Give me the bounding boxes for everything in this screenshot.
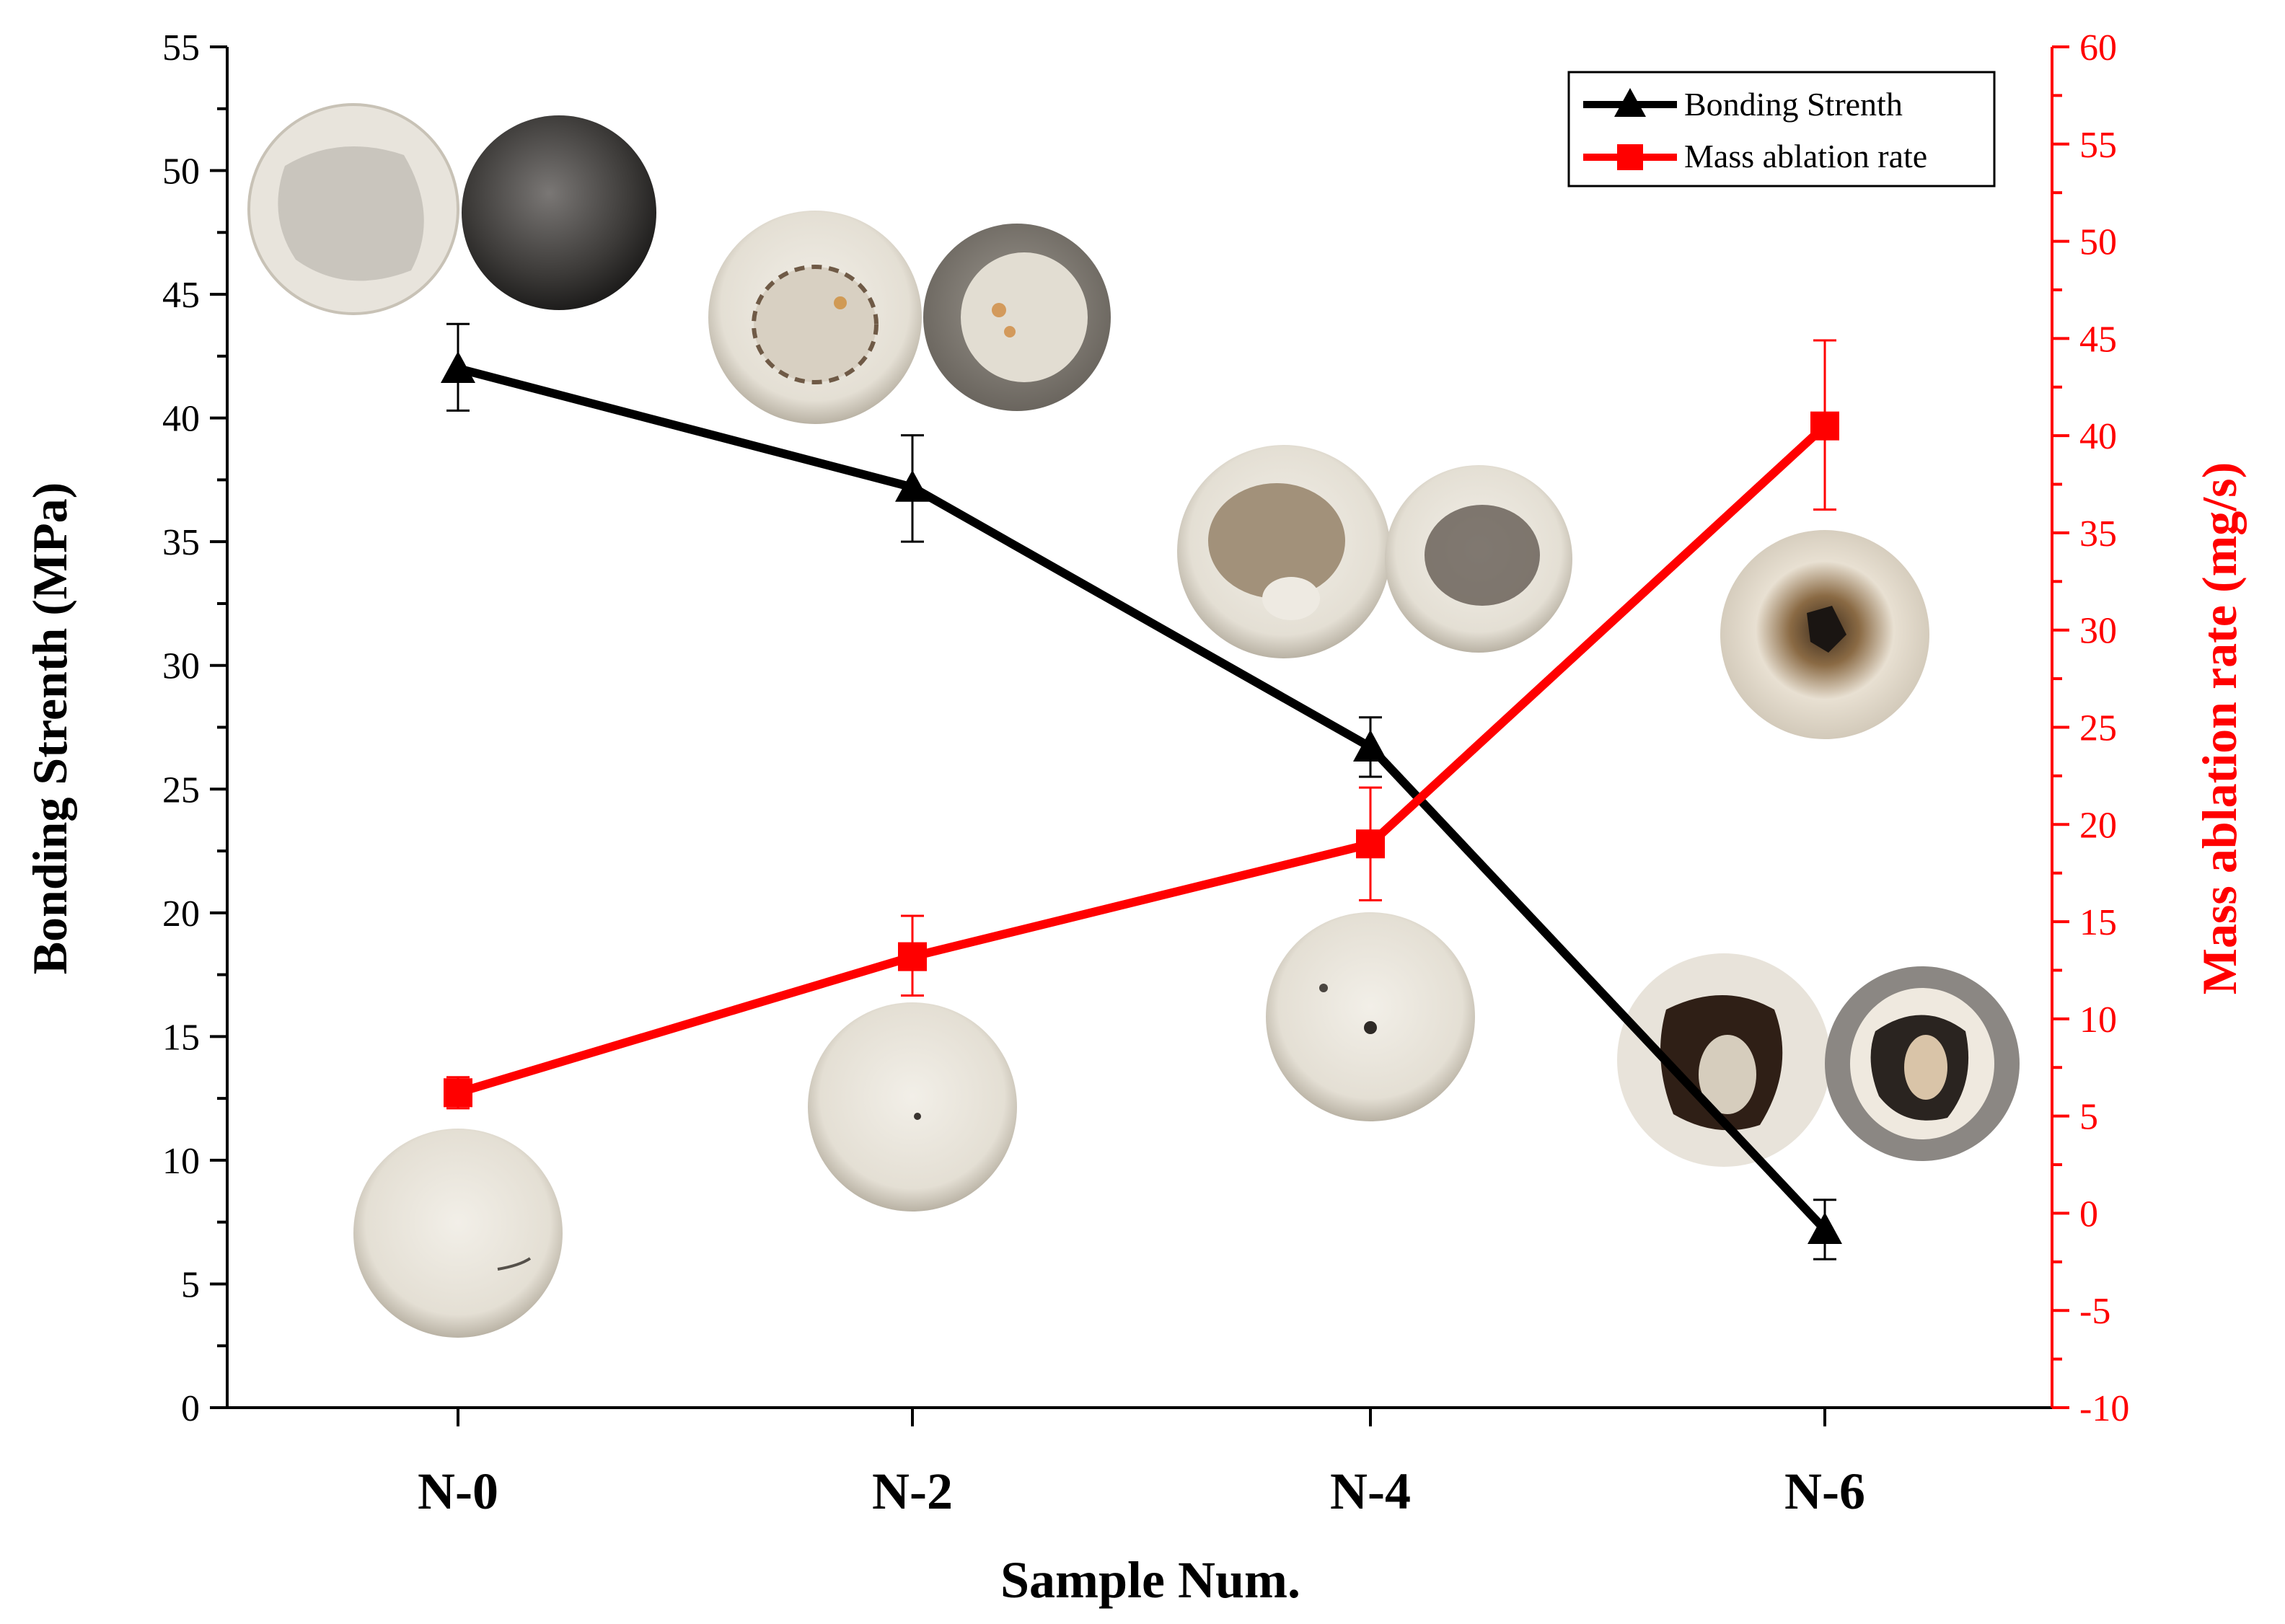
sample-photo-n0-top [247, 103, 656, 315]
x-axis-ticks: N-0 N-2 N-4 N-6 [418, 1408, 1865, 1520]
left-tick-label: 20 [162, 893, 200, 935]
left-tick-label: 40 [162, 399, 200, 440]
right-tick-label: 45 [2079, 319, 2117, 360]
sample-photo-n2-bottom [808, 1002, 1017, 1212]
legend-marker-ablation [1617, 144, 1643, 170]
data-point-triangle [895, 469, 930, 502]
left-tick-label: 15 [162, 1017, 200, 1058]
left-tick-label: 45 [162, 275, 200, 316]
right-tick-label: 35 [2079, 513, 2117, 555]
data-point-triangle [441, 351, 475, 384]
left-tick-label: 50 [162, 151, 200, 193]
legend: Bonding Strenth Mass ablation rate [1567, 71, 1996, 187]
right-tick-label: 20 [2079, 805, 2117, 846]
left-tick-label: 10 [162, 1141, 200, 1182]
right-tick-label: 60 [2079, 27, 2117, 69]
data-point-square [444, 1078, 472, 1108]
series-line [457, 423, 1828, 1098]
right-axis-ticks: -10 -5 0 5 10 15 20 25 30 35 40 45 50 55 60 [2052, 27, 2129, 1429]
sample-photo-n0-bottom [353, 1129, 563, 1338]
series-layer [441, 322, 1842, 1261]
x-tick-label: N-6 [1784, 1462, 1865, 1520]
right-tick-label: 5 [2079, 1097, 2098, 1138]
right-tick-label: 0 [2079, 1193, 2098, 1235]
right-tick-label: -5 [2079, 1291, 2110, 1332]
data-point-triangle [1353, 729, 1388, 762]
right-tick-label: 10 [2079, 999, 2117, 1041]
data-point-square [1810, 411, 1839, 441]
left-tick-label: 0 [181, 1388, 200, 1429]
series-line [457, 364, 1828, 1233]
right-tick-label: 40 [2079, 416, 2117, 457]
left-tick-label: 5 [181, 1264, 200, 1305]
sample-photo-n4-bottom [1266, 912, 1475, 1121]
right-tick-label: -10 [2079, 1388, 2129, 1429]
data-point-square [1356, 829, 1385, 859]
series-mass-ablation-rate [444, 339, 1839, 1110]
series-bonding-strength [441, 322, 1842, 1261]
y-left-axis-title: Bonding Strenth (MPa) [22, 482, 77, 975]
right-tick-label: 50 [2079, 222, 2117, 263]
left-tick-label: 25 [162, 769, 200, 811]
legend-marker-bonding [1614, 88, 1646, 117]
y-right-axis-title: Mass ablation rate (mg/s) [2192, 462, 2247, 994]
sample-photo-n4-top [1177, 445, 1572, 658]
right-tick-label: 25 [2079, 708, 2117, 749]
right-tick-label: 55 [2079, 125, 2117, 166]
left-tick-label: 35 [162, 522, 200, 563]
left-tick-label: 30 [162, 646, 200, 687]
legend-label-ablation: Mass ablation rate [1684, 138, 1927, 175]
sample-photos [247, 103, 2020, 1338]
data-point-triangle [1808, 1212, 1842, 1244]
x-tick-label: N-4 [1330, 1462, 1411, 1520]
legend-label-bonding: Bonding Strenth [1684, 86, 1903, 123]
sample-photo-n2-top [708, 211, 1111, 424]
x-tick-label: N-0 [418, 1462, 498, 1520]
right-tick-label: 15 [2079, 902, 2117, 943]
left-axis-ticks: 0 5 10 15 20 25 30 35 40 45 50 55 [162, 27, 227, 1429]
left-tick-label: 55 [162, 27, 200, 69]
x-tick-label: N-2 [872, 1462, 953, 1520]
x-axis-title: Sample Num. [1000, 1551, 1300, 1609]
sample-photo-n6-top [1720, 530, 1929, 739]
sample-photo-n6-bottom [1617, 953, 2020, 1167]
data-point-square [898, 942, 927, 971]
right-tick-label: 30 [2079, 611, 2117, 652]
